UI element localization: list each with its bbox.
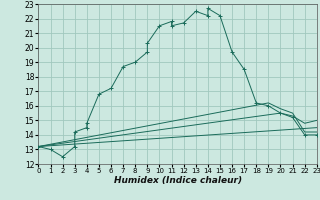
X-axis label: Humidex (Indice chaleur): Humidex (Indice chaleur) xyxy=(114,176,242,185)
